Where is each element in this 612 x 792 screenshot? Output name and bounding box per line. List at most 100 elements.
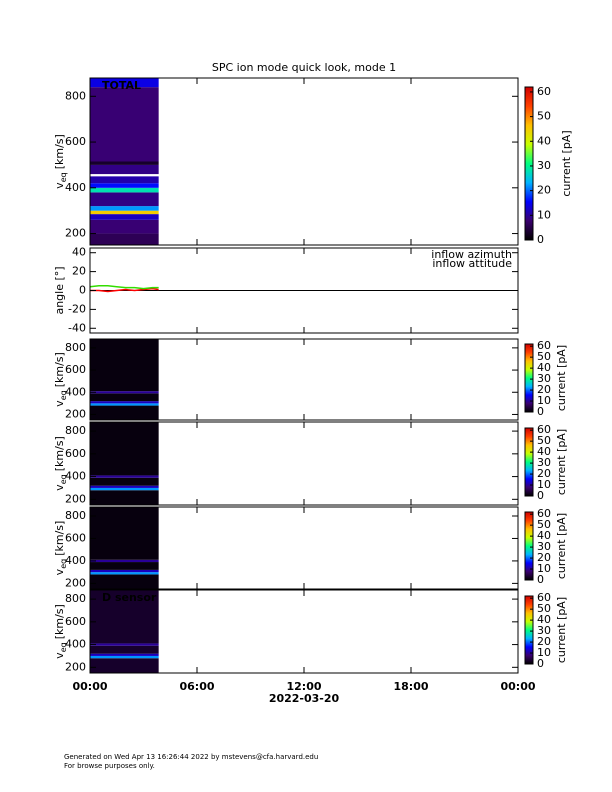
heatmap-cell <box>90 405 159 420</box>
y-axis-label-unit: [km/s] <box>53 604 66 639</box>
y-tick-label: 600 <box>65 135 86 148</box>
colorbar-tick-label: 40 <box>537 613 551 626</box>
y-axis-label-unit: [km/s] <box>53 352 66 387</box>
heatmap-cell <box>90 562 159 570</box>
colorbar-tick-label: 50 <box>537 110 551 123</box>
legend-entry: inflow attitude <box>432 257 512 270</box>
y-axis-label-main: v <box>53 182 66 189</box>
y-tick-label: 200 <box>65 227 86 240</box>
x-axis-label: 2022-03-20 <box>269 692 340 705</box>
colorbar-tick-label: 0 <box>537 233 544 246</box>
heatmap-cell <box>90 643 159 646</box>
heatmap-cell <box>90 401 159 404</box>
colorbar-tick-label: 30 <box>537 456 551 469</box>
y-tick-label: 40 <box>72 246 86 259</box>
y-axis-label-sub: eq <box>59 172 68 182</box>
y-tick-label: 600 <box>65 363 86 376</box>
colorbar-tick-label: 30 <box>537 372 551 385</box>
heatmap-cell <box>90 653 159 656</box>
y-axis-label-unit: [km/s] <box>53 521 66 556</box>
series-line <box>89 285 159 290</box>
colorbar-tick-label: 60 <box>537 339 551 352</box>
heatmap-cell <box>90 393 159 402</box>
colorbar-tick-label: 0 <box>537 657 544 670</box>
y-axis-label-unit: [km/s] <box>53 436 66 471</box>
colorbar-tick-label: 60 <box>537 423 551 436</box>
heatmap-cell <box>90 485 159 488</box>
colorbar-label: current [pA] <box>555 513 568 579</box>
panel-label: TOTAL <box>102 79 141 92</box>
heatmap-cell <box>90 590 159 644</box>
colorbar-label: current [pA] <box>555 345 568 411</box>
y-tick-label: 600 <box>65 447 86 460</box>
colorbar-label: current [pA] <box>555 597 568 663</box>
heatmap-cell <box>90 403 159 406</box>
y-tick-label: -20 <box>68 302 86 315</box>
y-tick-label: 200 <box>65 576 86 589</box>
y-tick-label: 800 <box>65 89 86 102</box>
chart-title: SPC ion mode quick look, mode 1 <box>212 61 396 74</box>
y-axis-label-sub: eq <box>59 474 68 484</box>
heatmap-cell <box>90 233 159 245</box>
footer-line: Generated on Wed Apr 13 16:26:44 2022 by… <box>64 753 318 761</box>
y-tick-label: 400 <box>65 554 86 567</box>
colorbar-tick-label: 20 <box>537 551 551 564</box>
colorbar-tick-label: 20 <box>537 383 551 396</box>
heatmap-cell <box>90 490 159 505</box>
y-tick-label: 200 <box>65 492 86 505</box>
y-axis-label-sub: eq <box>59 390 68 400</box>
legend-entry: inflow azimuth <box>431 248 512 261</box>
colorbar-tick-label: 20 <box>537 467 551 480</box>
x-tick-label: 12:00 <box>286 680 321 693</box>
heatmap-cell <box>90 655 159 659</box>
heatmap-cell <box>90 391 159 394</box>
heatmap-cell <box>90 176 159 184</box>
y-tick-label: 200 <box>65 407 86 420</box>
y-tick-label: 200 <box>65 660 86 673</box>
heatmap-cell <box>90 164 159 175</box>
colorbar-tick-label: 40 <box>537 529 551 542</box>
colorbar <box>524 511 534 581</box>
heatmap-cell <box>90 206 159 211</box>
colorbar-tick-label: 0 <box>537 573 544 586</box>
colorbar-tick-label: 40 <box>537 361 551 374</box>
y-axis-label-main: v <box>53 400 66 407</box>
y-tick-label: -40 <box>68 321 86 334</box>
series-line <box>90 287 159 293</box>
y-tick-label: 400 <box>65 181 86 194</box>
heatmap-cell <box>90 422 159 476</box>
heatmap-cell <box>90 192 159 207</box>
heatmap-cell <box>90 559 159 563</box>
colorbar-tick-label: 40 <box>537 445 551 458</box>
y-axis-label-main: v <box>53 484 66 491</box>
x-tick-label: 18:00 <box>393 680 428 693</box>
heatmap-cell <box>90 487 159 491</box>
y-axis-label-sub: eq <box>59 642 68 652</box>
heatmap-cell <box>90 161 159 165</box>
heatmap-cell <box>90 569 159 573</box>
heatmap-cell <box>90 339 159 392</box>
heatmap-cell <box>90 477 159 486</box>
heatmap-cell <box>90 87 159 162</box>
heatmap-cell <box>90 574 159 589</box>
colorbar-tick-label: 60 <box>537 85 551 98</box>
colorbar <box>524 343 534 413</box>
heatmap-cell <box>90 507 159 560</box>
colorbar-label: current [pA] <box>560 130 573 196</box>
y-tick-label: 800 <box>65 341 86 354</box>
colorbar-tick-label: 0 <box>537 489 544 502</box>
colorbar-tick-label: 0 <box>537 405 544 418</box>
footer-line: For browse purposes only. <box>64 762 155 770</box>
heatmap-cell <box>90 187 159 193</box>
colorbar-tick-label: 10 <box>537 478 551 491</box>
colorbar-tick-label: 30 <box>537 540 551 553</box>
panel-label: D sensor <box>102 591 157 604</box>
heatmap-cell <box>90 572 159 575</box>
colorbar-tick-label: 10 <box>537 646 551 659</box>
colorbar-tick-label: 30 <box>537 159 551 172</box>
colorbar <box>524 86 534 241</box>
heatmap-cell <box>90 219 159 234</box>
colorbar-tick-label: 60 <box>537 591 551 604</box>
x-tick-label: 06:00 <box>179 680 214 693</box>
y-axis-label: veq [km/s] <box>53 604 68 659</box>
